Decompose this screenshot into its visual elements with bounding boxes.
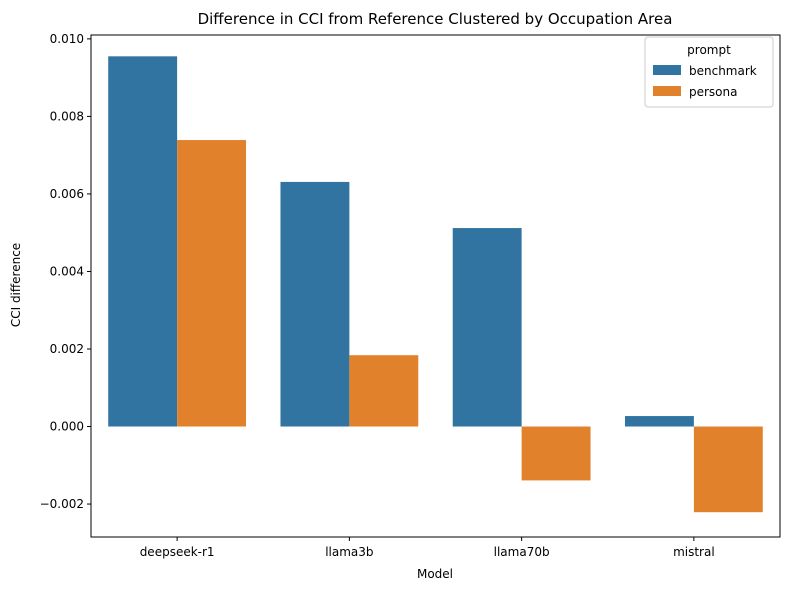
x-tick-label: llama70b <box>494 545 550 559</box>
bar-benchmark-llama70b <box>452 228 522 427</box>
legend-label-benchmark: benchmark <box>689 64 757 78</box>
legend-title: prompt <box>687 43 731 57</box>
legend-label-persona: persona <box>689 85 738 99</box>
axes-group: −0.002 0.000 0.002 0.004 0.006 0.008 0.010 deep… <box>40 32 781 559</box>
chart-title: Difference in CCI from Reference Cluster… <box>198 10 673 28</box>
x-tick-label: mistral <box>673 545 715 559</box>
plot-frame <box>90 34 781 538</box>
bar-benchmark-mistral <box>624 416 694 427</box>
y-tick-label: 0.010 <box>50 32 84 46</box>
y-tick-label: 0.008 <box>50 109 84 123</box>
bar-benchmark-llama3b <box>280 181 350 427</box>
bar-persona-mistral <box>693 426 763 513</box>
y-tick-label: 0.004 <box>50 264 84 278</box>
legend-swatch-benchmark <box>653 65 681 75</box>
x-axis-label: Model <box>417 567 453 581</box>
legend-swatch-persona <box>653 86 681 96</box>
bar-benchmark-deepseek-r1 <box>108 56 178 427</box>
legend: prompt benchmark persona <box>644 36 774 108</box>
y-tick-label: 0.002 <box>50 342 84 356</box>
bar-persona-deepseek-r1 <box>177 140 247 427</box>
y-axis-label: CCI difference <box>9 243 23 327</box>
y-tick-label: −0.002 <box>40 497 84 511</box>
bar-persona-llama70b <box>521 426 591 481</box>
x-tick-label: deepseek-r1 <box>140 545 215 559</box>
x-tick-label: llama3b <box>325 545 373 559</box>
bars-group <box>108 56 763 513</box>
y-tick-label: 0.006 <box>50 187 84 201</box>
y-tick-label: 0.000 <box>50 420 84 434</box>
bar-persona-llama3b <box>349 355 419 427</box>
